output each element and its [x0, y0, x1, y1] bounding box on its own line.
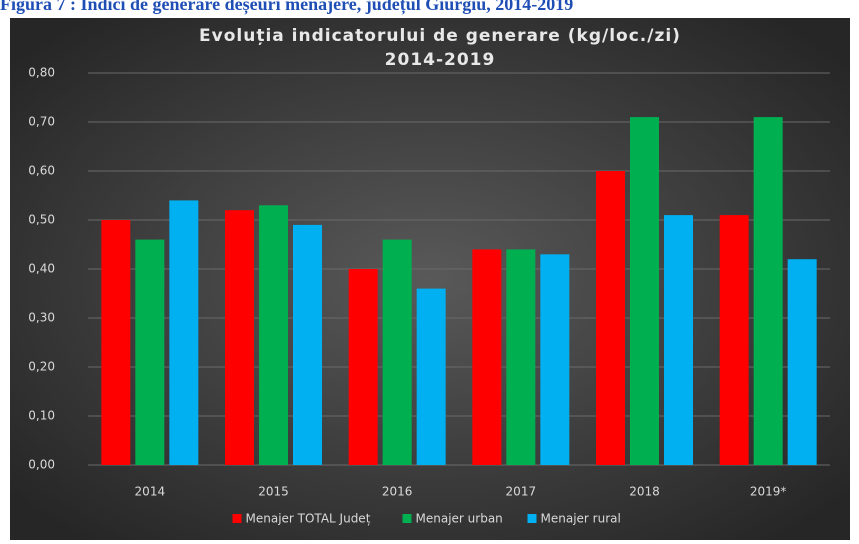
legend-label: Menajer rural — [541, 512, 621, 526]
y-tick-label: 0,10 — [28, 409, 55, 423]
bar — [225, 210, 254, 465]
y-tick-label: 0,70 — [28, 115, 55, 129]
bar — [101, 220, 131, 465]
chart-subtitle: 2014-2019 — [385, 50, 496, 70]
bar — [664, 215, 693, 465]
x-tick-label: 2016 — [382, 485, 413, 499]
y-tick-label: 0,20 — [28, 360, 55, 374]
legend-swatch — [527, 514, 537, 523]
bar — [753, 117, 783, 465]
chart-title: Evoluția indicatorului de generare (kg/l… — [199, 26, 681, 46]
bar — [135, 239, 165, 465]
y-tick-label: 0,50 — [28, 213, 55, 227]
y-tick-label: 0,00 — [28, 458, 55, 472]
y-tick-label: 0,40 — [28, 262, 55, 276]
legend-swatch — [402, 514, 412, 523]
caption: Figura 7 : Indici de generare deșeuri me… — [0, 0, 573, 15]
bar — [472, 249, 502, 465]
bar — [719, 215, 749, 465]
bar — [506, 249, 536, 465]
bar — [259, 205, 288, 466]
legend-label: Menajer TOTAL Județ — [246, 512, 371, 526]
legend-label: Menajer urban — [416, 512, 503, 526]
bar — [416, 288, 446, 465]
y-tick-label: 0,80 — [28, 66, 55, 80]
bar — [787, 259, 817, 465]
x-tick-label: 2014 — [135, 485, 166, 499]
x-tick-label: 2018 — [629, 485, 660, 499]
bar — [382, 239, 412, 465]
y-tick-label: 0,60 — [28, 164, 55, 178]
x-tick-label: 2017 — [506, 485, 537, 499]
bar — [169, 200, 199, 465]
bar — [540, 254, 570, 465]
bar — [596, 171, 625, 465]
bar — [293, 224, 322, 465]
legend-swatch — [232, 514, 242, 523]
x-tick-label: 2015 — [258, 485, 289, 499]
x-tick-label: 2019* — [750, 485, 787, 499]
bar — [348, 269, 378, 465]
y-tick-label: 0,30 — [28, 311, 55, 325]
bar — [630, 117, 659, 465]
